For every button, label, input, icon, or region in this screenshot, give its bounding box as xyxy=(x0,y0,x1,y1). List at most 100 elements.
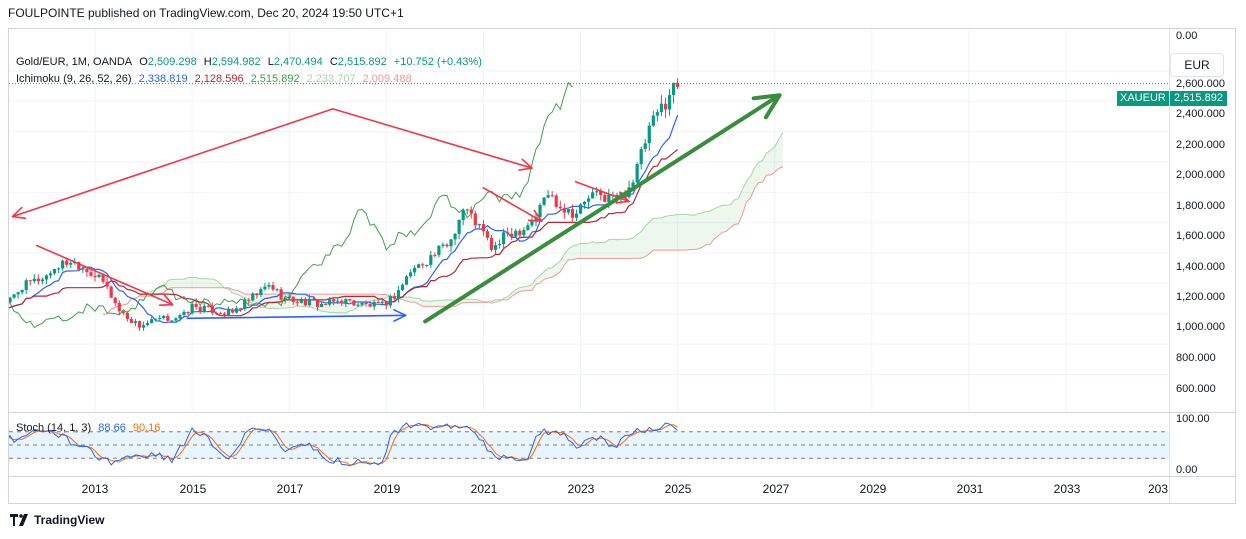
price-tick: 2,000.000 xyxy=(1176,169,1225,181)
candle-body xyxy=(566,209,570,213)
candle-body xyxy=(235,308,239,313)
candle-body xyxy=(255,293,259,296)
candle-body xyxy=(336,300,340,302)
candle-body xyxy=(445,244,449,247)
candle-body xyxy=(429,255,433,265)
candle-body xyxy=(352,300,356,306)
close-label: C xyxy=(329,56,338,68)
candle-body xyxy=(307,298,312,306)
candle-body xyxy=(206,305,210,307)
candle-body xyxy=(178,315,182,319)
candle-body xyxy=(570,209,575,218)
candle-body xyxy=(222,313,227,315)
candle-body xyxy=(453,233,457,240)
candle-body xyxy=(16,292,20,295)
symbol-label[interactable]: Gold/EUR, 1M, OANDA xyxy=(16,56,133,68)
candle-body xyxy=(356,304,360,306)
candle-body xyxy=(538,204,542,218)
candle-body xyxy=(591,192,595,199)
time-tick: 2023 xyxy=(567,482,595,496)
candle-body xyxy=(514,230,518,237)
candle-body xyxy=(299,298,303,303)
candle-body xyxy=(109,286,113,298)
tenkan-value: 2,338.819 xyxy=(138,73,188,85)
candle-body xyxy=(61,260,65,269)
candle-body xyxy=(40,279,45,282)
candle-body xyxy=(497,244,502,246)
candle-body xyxy=(186,311,190,314)
stochastic-pane[interactable] xyxy=(9,413,1169,476)
senkou-span-b-line xyxy=(103,166,784,315)
candle-body xyxy=(396,290,401,299)
candle-body xyxy=(174,318,178,321)
price-tick: 1,600.000 xyxy=(1176,230,1225,242)
candle-body xyxy=(550,195,554,197)
candle-body xyxy=(9,297,12,303)
candle-body xyxy=(437,245,441,256)
stoch-legend[interactable]: Stoch (14, 1, 3) 88.66 90.16 xyxy=(16,422,164,434)
price-tick: 1,000.000 xyxy=(1176,321,1225,333)
candle-body xyxy=(461,210,465,220)
green-arrow-head xyxy=(751,93,782,120)
pane-separator[interactable] xyxy=(9,412,1235,413)
candle-body xyxy=(137,321,142,328)
candle-body xyxy=(210,305,214,314)
candle-body xyxy=(101,274,105,282)
candle-body xyxy=(145,323,150,326)
candle-body xyxy=(421,264,425,266)
candle-body xyxy=(457,219,461,234)
low-value: 2,470.494 xyxy=(273,56,323,68)
stoch-k-value: 88.66 xyxy=(98,422,126,434)
candle-body xyxy=(384,301,388,306)
candle-body xyxy=(182,311,186,316)
candle-body xyxy=(129,318,134,323)
tradingview-logo[interactable]: TradingView xyxy=(10,513,104,527)
candle-body xyxy=(283,298,287,300)
open-label: O xyxy=(139,56,148,68)
red-arrow-head xyxy=(518,158,533,171)
candle-body xyxy=(194,303,198,308)
candle-body xyxy=(558,206,562,209)
price-tick: 800.000 xyxy=(1176,352,1216,364)
candle-body xyxy=(676,82,680,87)
candle-body xyxy=(218,313,223,315)
candle-body xyxy=(493,245,498,250)
candle-body xyxy=(380,301,384,303)
ichimoku-legend[interactable]: Ichimoku (9, 26, 52, 26) 2,338.819 2,128… xyxy=(16,73,416,85)
price-tick: 1,800.000 xyxy=(1176,200,1225,212)
candle-body xyxy=(162,316,166,318)
candle-body xyxy=(69,262,73,265)
candle-body xyxy=(372,301,376,307)
price-tick: 1,200.000 xyxy=(1176,291,1225,303)
candle-body xyxy=(259,289,263,296)
candle-body xyxy=(506,232,510,234)
blue-arrow-line xyxy=(186,314,407,320)
candle-body xyxy=(425,264,429,266)
candle-body xyxy=(344,299,348,304)
red-arrow-line xyxy=(332,108,533,169)
blue-arrow-head xyxy=(393,308,407,322)
candle-body xyxy=(105,281,109,287)
price-tick: 600.000 xyxy=(1176,383,1216,395)
candle-body xyxy=(485,231,490,238)
span-a-value: 2,233.707 xyxy=(306,73,356,85)
time-tick: 2013 xyxy=(81,482,109,496)
main-pane[interactable] xyxy=(9,29,1169,412)
candle-body xyxy=(125,312,129,319)
candle-body xyxy=(441,244,445,246)
candle-body xyxy=(324,303,328,305)
candle-body xyxy=(20,289,24,293)
stoch-label[interactable]: Stoch (14, 1, 3) xyxy=(16,422,92,434)
candle-body xyxy=(574,213,579,218)
time-tick: 2033 xyxy=(1053,482,1081,496)
currency-button[interactable]: EUR xyxy=(1170,53,1224,77)
candle-body xyxy=(117,303,121,312)
candle-body xyxy=(510,233,514,237)
candle-body xyxy=(340,300,344,304)
ichimoku-label[interactable]: Ichimoku (9, 26, 52, 26) xyxy=(16,73,132,85)
low-label: L xyxy=(267,56,274,68)
candle-body xyxy=(554,195,558,207)
candle-body xyxy=(247,299,251,301)
price-tick: 2,400.000 xyxy=(1176,108,1225,120)
candle-body xyxy=(291,296,295,302)
